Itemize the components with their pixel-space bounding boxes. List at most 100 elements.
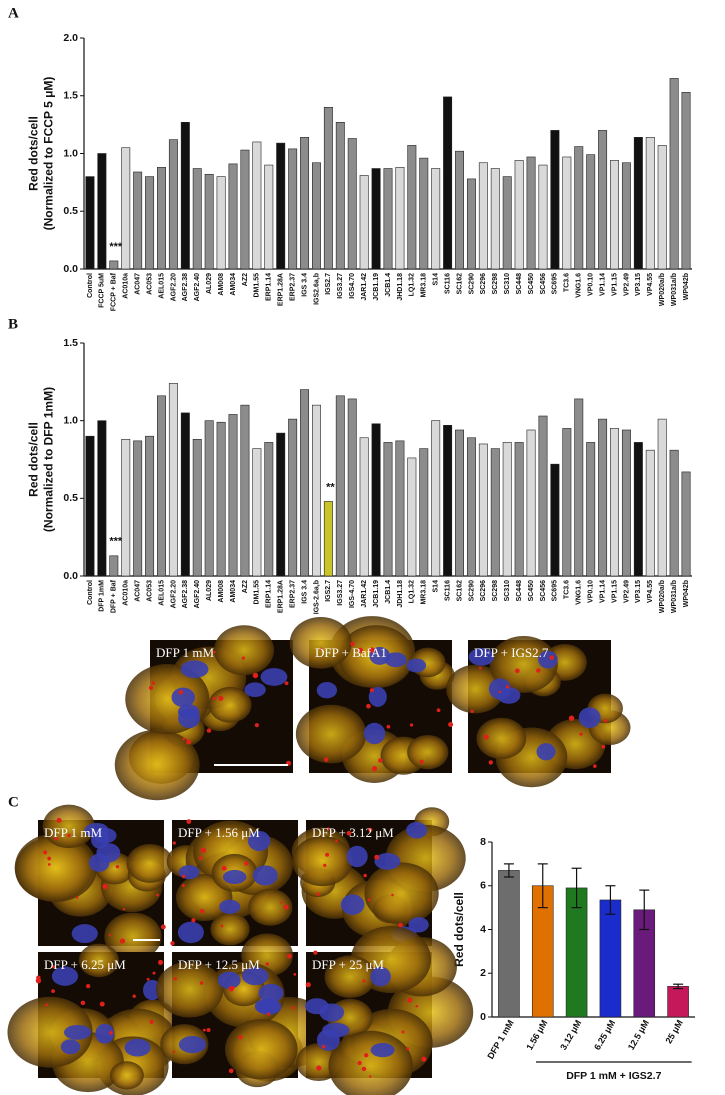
bar bbox=[490, 448, 500, 577]
x-tick-label: VP3.15 bbox=[635, 580, 642, 603]
bar bbox=[335, 122, 345, 270]
x-tick-label: DFP 1mM bbox=[99, 580, 106, 612]
mitochondria bbox=[104, 912, 162, 961]
bar bbox=[145, 435, 155, 577]
x-tick-label: SC296 bbox=[480, 580, 487, 602]
x-tick-label: SC448 bbox=[516, 580, 523, 602]
x-tick-label: AC053 bbox=[146, 580, 153, 602]
y-axis-label: Red dots/cell bbox=[27, 422, 41, 497]
x-tick-label: LQ1.32 bbox=[409, 580, 416, 603]
nucleus bbox=[63, 1024, 92, 1040]
bar bbox=[407, 145, 417, 270]
x-tick-label: AC047 bbox=[134, 580, 141, 602]
x-tick-label: AL029 bbox=[206, 273, 213, 294]
nucleus bbox=[468, 648, 495, 666]
lysosome bbox=[160, 924, 166, 930]
x-tick-label: LQ1.32 bbox=[409, 273, 416, 296]
lysosome bbox=[80, 1000, 86, 1006]
x-tick-label: Control bbox=[87, 580, 94, 605]
nucleus bbox=[536, 743, 556, 761]
nucleus bbox=[171, 687, 196, 708]
lysosome bbox=[419, 759, 424, 764]
micrograph-label: DFP + IGS2.7 bbox=[474, 645, 549, 660]
nucleus bbox=[180, 660, 209, 679]
lysosome bbox=[172, 841, 176, 845]
mitochondria bbox=[489, 635, 558, 693]
y-tick-label: 0 bbox=[480, 1011, 486, 1023]
lysosome bbox=[181, 883, 185, 888]
x-tick-label: JAR1.42 bbox=[361, 273, 368, 301]
bar bbox=[311, 162, 321, 270]
lysosome bbox=[252, 672, 259, 679]
x-tick-label: ERP2.37 bbox=[289, 580, 296, 608]
bar bbox=[466, 437, 476, 577]
x-tick-label: AM008 bbox=[218, 580, 225, 603]
x-tick-label: VP1.15 bbox=[611, 580, 618, 603]
micrograph-label: DFP + 3.12 μM bbox=[312, 825, 394, 840]
nucleus bbox=[578, 707, 601, 729]
bar bbox=[133, 440, 143, 577]
lysosome bbox=[267, 1012, 271, 1016]
bar bbox=[97, 420, 107, 577]
bar bbox=[502, 442, 512, 577]
bar bbox=[478, 162, 488, 270]
x-tick-label: VP3.15 bbox=[635, 273, 642, 296]
micrograph: DFP + IGS2.7 bbox=[446, 635, 631, 788]
bar bbox=[490, 168, 500, 270]
x-tick-label: AGF2.20 bbox=[170, 273, 177, 302]
lysosome bbox=[536, 668, 541, 673]
bar bbox=[240, 149, 250, 270]
micrograph: DFP 1 mM bbox=[14, 804, 174, 961]
y-tick-label: 0.0 bbox=[63, 263, 78, 275]
group-label: DFP 1 mM + IGS2.7 bbox=[566, 1070, 661, 1082]
lysosome bbox=[368, 827, 373, 833]
lysosome bbox=[601, 744, 606, 749]
bar bbox=[300, 137, 310, 270]
micrograph-label: DFP 1 mM bbox=[156, 645, 214, 660]
nucleus bbox=[84, 822, 109, 838]
x-tick-label: AEL015 bbox=[158, 273, 165, 299]
bar bbox=[455, 429, 465, 577]
lysosome bbox=[182, 737, 186, 741]
bar bbox=[586, 154, 596, 270]
nucleus bbox=[538, 650, 558, 669]
x-tick-label: ERP1.14 bbox=[266, 273, 273, 301]
lysosome bbox=[350, 641, 355, 647]
bar bbox=[645, 137, 655, 270]
bar bbox=[645, 449, 655, 577]
x-tick-label: SC298 bbox=[492, 273, 499, 295]
bar bbox=[621, 162, 631, 270]
mitochondria bbox=[324, 955, 376, 998]
bar bbox=[192, 439, 202, 577]
y-axis-label: Red dots/cell bbox=[452, 892, 466, 967]
x-tick-label: 1.56 μM bbox=[524, 1018, 549, 1052]
bar bbox=[228, 163, 238, 270]
lysosome bbox=[56, 817, 62, 823]
mitochondria bbox=[289, 616, 352, 669]
x-tick-label: AC047 bbox=[134, 273, 141, 295]
x-tick-label: AGF2.40 bbox=[194, 273, 201, 302]
bar bbox=[599, 899, 622, 1018]
panel-label: C bbox=[8, 794, 19, 810]
bar bbox=[216, 176, 226, 270]
lysosome bbox=[158, 959, 164, 965]
lysosome bbox=[284, 681, 289, 686]
lysosome bbox=[202, 1028, 206, 1032]
x-tick-label: ERP1.14 bbox=[266, 580, 273, 608]
x-tick-label: AC053 bbox=[146, 273, 153, 295]
nucleus bbox=[244, 682, 266, 698]
nucleus bbox=[71, 924, 98, 944]
lysosome bbox=[409, 723, 414, 727]
bar bbox=[264, 164, 274, 270]
y-tick-label: 1.0 bbox=[63, 414, 78, 426]
x-tick-label: IGS-2.6a,b bbox=[313, 580, 320, 614]
x-tick-label: WP042b bbox=[683, 273, 690, 300]
nucleus bbox=[374, 852, 401, 870]
bar bbox=[168, 383, 178, 577]
bar bbox=[657, 418, 667, 577]
x-tick-label: S14 bbox=[433, 273, 440, 286]
mitochondria bbox=[364, 862, 439, 925]
lysosome bbox=[286, 953, 292, 959]
micrograph: DFP + 3.12 μM bbox=[291, 807, 466, 947]
lysosome bbox=[45, 1003, 49, 1007]
